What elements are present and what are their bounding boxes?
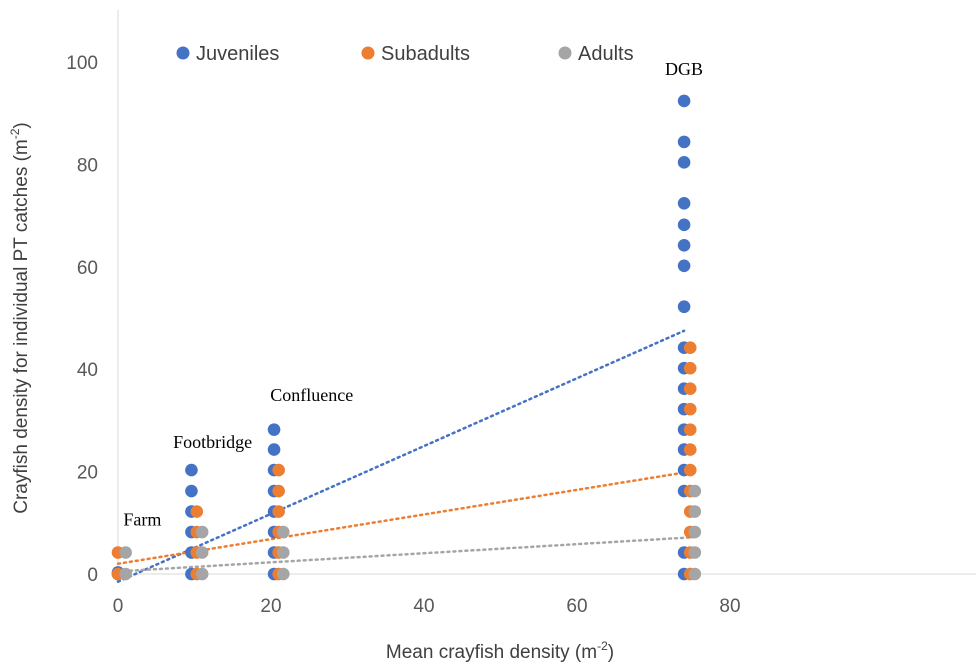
point-subadults [272, 484, 285, 498]
y-tick-label: 100 [66, 53, 98, 74]
point-adults [276, 567, 290, 581]
x-axis-title-sup: -2 [597, 639, 608, 653]
point-adults [276, 546, 290, 559]
legend: Juveniles Subadults Adults [176, 43, 634, 65]
axes [117, 10, 976, 575]
point-adults [688, 505, 702, 518]
point-juveniles [677, 218, 691, 232]
y-axis-title-sup: -2 [8, 128, 22, 139]
y-tick-label: 80 [77, 155, 98, 176]
x-tick-label: 60 [566, 596, 587, 617]
point-juveniles [677, 94, 691, 108]
point-subadults [683, 443, 697, 456]
point-adults [195, 567, 209, 581]
point-juveniles [677, 135, 691, 149]
trendline-adults [116, 535, 697, 573]
data-points [111, 94, 702, 581]
x-tick-label: 20 [260, 596, 281, 617]
point-subadults [683, 423, 697, 436]
x-tick-label: 80 [719, 596, 740, 617]
x-tick-label: 40 [413, 596, 434, 617]
legend-marker-adults [558, 46, 572, 60]
point-adults [688, 525, 702, 539]
point-subadults [683, 463, 697, 477]
point-adults [688, 567, 702, 581]
y-tick-label: 20 [77, 463, 98, 484]
y-tick-label: 0 [87, 565, 98, 586]
point-adults [119, 546, 132, 559]
point-adults [688, 484, 702, 498]
point-subadults [190, 505, 204, 518]
legend-label-adults: Adults [578, 43, 634, 65]
legend-label-juveniles: Juveniles [196, 43, 279, 65]
legend-marker-subadults [361, 46, 375, 60]
point-juveniles [185, 463, 198, 477]
point-juveniles [677, 197, 691, 210]
y-axis-title-end: ) [11, 122, 32, 128]
point-adults [688, 546, 702, 559]
site-label: Farm [123, 509, 161, 529]
y-axis-title-main: Crayfish density for individual PT catch… [11, 139, 32, 514]
x-axis-title: Mean crayfish density (m-2) [386, 639, 614, 663]
point-adults [119, 567, 132, 581]
point-subadults [272, 505, 285, 518]
point-subadults [272, 463, 285, 477]
site-label: Footbridge [173, 432, 252, 452]
site-annotations: Farm Footbridge Confluence DGB [123, 59, 703, 530]
point-adults [195, 546, 209, 559]
point-juveniles [267, 423, 281, 436]
legend-marker-juveniles [176, 46, 190, 60]
point-juveniles [267, 443, 281, 456]
site-label: DGB [665, 59, 703, 79]
point-juveniles [677, 156, 691, 169]
point-juveniles [677, 300, 691, 314]
y-axis-title: Crayfish density for individual PT catch… [8, 122, 32, 514]
legend-label-subadults: Subadults [381, 43, 470, 65]
point-juveniles [677, 238, 691, 252]
x-tick-label: 0 [113, 596, 124, 617]
y-tick-label: 40 [77, 360, 98, 381]
point-subadults [683, 341, 697, 354]
site-label: Confluence [270, 385, 353, 405]
x-axis-title-main: Mean crayfish density (m [386, 642, 597, 663]
point-juveniles [185, 484, 198, 498]
point-adults [195, 525, 209, 539]
y-tick-labels: 0 20 40 60 80 100 [66, 53, 98, 586]
point-subadults [683, 361, 697, 375]
point-adults [276, 525, 290, 539]
point-subadults [683, 402, 697, 416]
trendlines [116, 329, 697, 583]
x-axis-title-end: ) [608, 642, 614, 663]
y-tick-label: 60 [77, 258, 98, 279]
point-juveniles [677, 259, 691, 273]
trendline-subadults [116, 470, 692, 566]
trendline-juveniles [116, 329, 686, 583]
x-tick-labels: 0 20 40 60 80 [113, 596, 741, 617]
point-subadults [683, 382, 697, 395]
